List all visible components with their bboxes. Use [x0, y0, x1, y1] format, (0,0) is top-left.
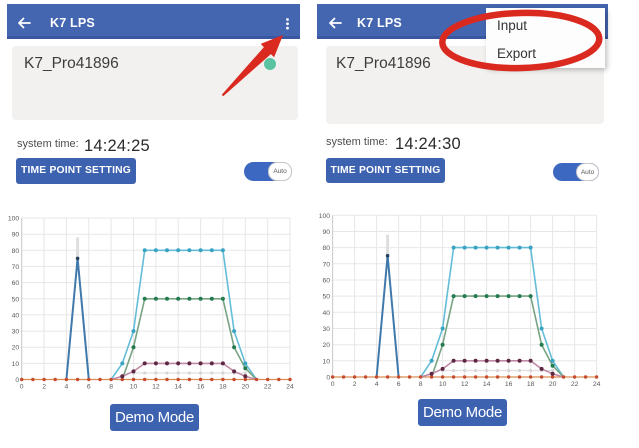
- svg-text:8: 8: [109, 384, 113, 391]
- svg-text:20: 20: [323, 342, 331, 349]
- svg-text:30: 30: [323, 326, 331, 333]
- svg-text:100: 100: [8, 216, 20, 223]
- svg-text:0: 0: [20, 384, 24, 391]
- svg-text:50: 50: [323, 294, 331, 301]
- svg-text:10: 10: [130, 384, 138, 391]
- svg-text:4: 4: [65, 384, 69, 391]
- svg-text:6: 6: [87, 384, 91, 391]
- svg-text:40: 40: [323, 310, 331, 317]
- svg-text:70: 70: [12, 264, 20, 271]
- svg-text:0: 0: [331, 381, 335, 388]
- svg-text:100: 100: [319, 213, 331, 220]
- svg-text:6: 6: [397, 381, 401, 388]
- svg-text:16: 16: [197, 384, 205, 391]
- svg-text:90: 90: [12, 232, 20, 239]
- svg-text:2: 2: [42, 384, 46, 391]
- svg-text:40: 40: [12, 312, 20, 319]
- svg-text:10: 10: [12, 361, 20, 368]
- svg-text:10: 10: [323, 358, 331, 365]
- svg-text:70: 70: [323, 261, 331, 268]
- svg-text:50: 50: [12, 296, 20, 303]
- svg-text:22: 22: [264, 384, 272, 391]
- svg-text:80: 80: [12, 248, 20, 255]
- svg-text:30: 30: [12, 329, 20, 336]
- svg-text:4: 4: [375, 381, 379, 388]
- svg-text:60: 60: [12, 280, 20, 287]
- svg-text:20: 20: [12, 345, 20, 352]
- svg-text:18: 18: [527, 381, 535, 388]
- svg-text:0: 0: [326, 375, 330, 382]
- svg-text:2: 2: [353, 381, 357, 388]
- svg-text:20: 20: [549, 381, 557, 388]
- svg-text:0: 0: [15, 377, 19, 384]
- svg-text:16: 16: [505, 381, 513, 388]
- svg-text:90: 90: [323, 229, 331, 236]
- svg-text:20: 20: [242, 384, 250, 391]
- svg-text:14: 14: [483, 381, 491, 388]
- svg-text:22: 22: [571, 381, 579, 388]
- svg-text:14: 14: [174, 384, 182, 391]
- svg-text:24: 24: [593, 381, 601, 388]
- svg-text:8: 8: [419, 381, 423, 388]
- svg-text:18: 18: [219, 384, 227, 391]
- svg-text:12: 12: [152, 384, 160, 391]
- svg-text:80: 80: [323, 245, 331, 252]
- svg-text:60: 60: [323, 278, 331, 285]
- svg-text:12: 12: [461, 381, 469, 388]
- svg-text:10: 10: [439, 381, 447, 388]
- svg-text:24: 24: [286, 384, 294, 391]
